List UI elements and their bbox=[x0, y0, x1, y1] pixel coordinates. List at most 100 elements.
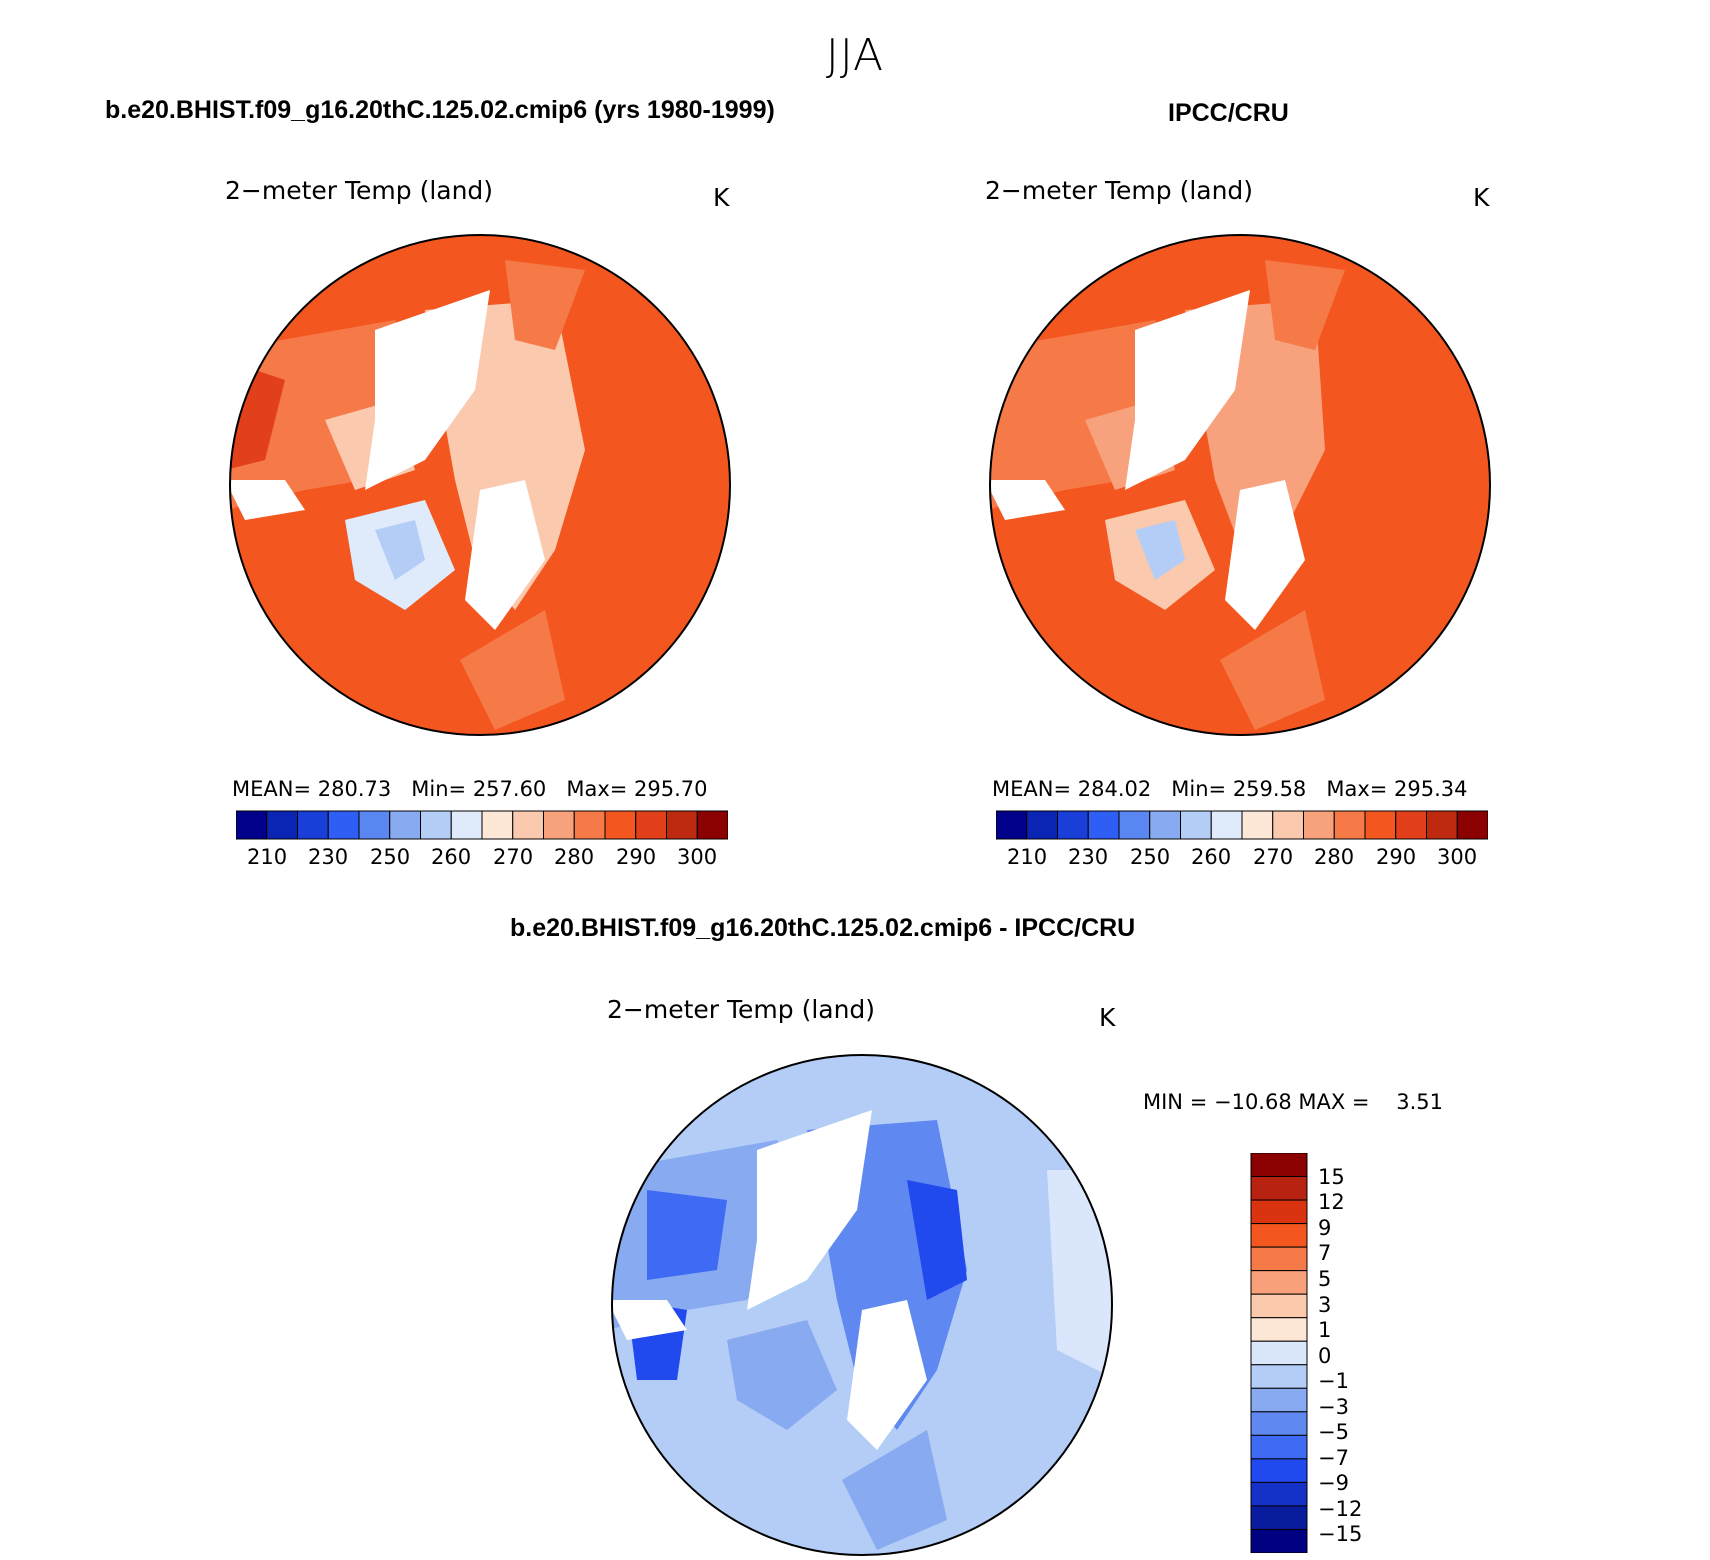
panel3-land-greenland bbox=[727, 1320, 837, 1430]
panel1-colorbar-swatch bbox=[266, 810, 298, 840]
panel2-colorbar-swatch bbox=[1395, 810, 1427, 840]
panel3-map-boundary bbox=[611, 1054, 1113, 1556]
panel3-ocean-barents bbox=[847, 1300, 927, 1450]
panel3-colorbar-swatch bbox=[1250, 1246, 1308, 1272]
panel3-tick: −7 bbox=[1318, 1446, 1349, 1470]
panel3-colorbar bbox=[1250, 1153, 1308, 1553]
panel3-tick: 9 bbox=[1318, 1216, 1332, 1240]
panel2-units: K bbox=[1473, 183, 1490, 212]
panel3-land-scandinavia bbox=[842, 1430, 947, 1550]
panel1-stats: MEAN= 280.73 Min= 257.60 Max= 295.70 bbox=[232, 777, 708, 801]
panel3-tick: 7 bbox=[1318, 1241, 1332, 1265]
panel3-colorbar-swatch bbox=[1250, 1270, 1308, 1295]
panel3-land-europe-warm bbox=[1047, 1170, 1112, 1380]
panel1-colorbar-swatch bbox=[543, 810, 575, 840]
panel2-colorbar-swatch bbox=[1087, 810, 1120, 840]
panel3-map bbox=[611, 1054, 1113, 1556]
panel1-colorbar-swatch bbox=[236, 810, 268, 840]
panel2-colorbar-swatch bbox=[1364, 810, 1397, 840]
panel3-colorbar-swatch bbox=[1250, 1481, 1308, 1507]
panel2-stats: MEAN= 284.02 Min= 259.58 Max= 295.34 bbox=[992, 777, 1468, 801]
panel1-tick: 270 bbox=[493, 845, 534, 869]
panel3-colorbar-swatch bbox=[1250, 1364, 1308, 1389]
panel3-tick: −3 bbox=[1318, 1395, 1349, 1419]
panel1-title: 2−meter Temp (land) bbox=[225, 176, 494, 205]
panel1-tick: 260 bbox=[431, 845, 472, 869]
panel3-colorbar-swatch bbox=[1250, 1293, 1308, 1319]
panel2-ocean-arctic bbox=[1125, 290, 1250, 490]
panel2-colorbar-swatch bbox=[1303, 810, 1335, 840]
panel3-tick: 1 bbox=[1318, 1318, 1332, 1342]
panel1-colorbar-swatch bbox=[481, 810, 514, 840]
panel2-colorbar-ticks: 210 230 250 260 270 280 290 300 bbox=[996, 845, 1488, 871]
panel1-tick: 300 bbox=[677, 845, 718, 869]
panel1-map bbox=[229, 234, 731, 736]
panel2-colorbar-swatch bbox=[1456, 810, 1488, 840]
panel2-tick: 230 bbox=[1068, 845, 1109, 869]
diff-case-title: b.e20.BHIST.f09_g16.20thC.125.02.cmip6 -… bbox=[510, 914, 1136, 942]
panel1-colorbar-swatch bbox=[696, 810, 728, 840]
panel1-colorbar-swatch bbox=[327, 810, 360, 840]
panel2-colorbar-swatch bbox=[1210, 810, 1243, 840]
panel3-units: K bbox=[1099, 1003, 1116, 1032]
panel2-colorbar-swatch bbox=[1026, 810, 1058, 840]
panel3-title: 2−meter Temp (land) bbox=[607, 995, 876, 1024]
panel3-colorbar-swatch bbox=[1250, 1505, 1308, 1530]
panel1-colorbar-swatch bbox=[635, 810, 667, 840]
panel2-map-boundary bbox=[989, 234, 1491, 736]
panel3-tick: 12 bbox=[1318, 1190, 1345, 1214]
panel3-colorbar-swatch bbox=[1250, 1153, 1308, 1178]
panel2-colorbar-swatch bbox=[1149, 810, 1181, 840]
panel3-tick: −5 bbox=[1318, 1420, 1349, 1444]
panel2-colorbar-swatch bbox=[1272, 810, 1304, 840]
panel1-tick: 280 bbox=[554, 845, 595, 869]
panel1-colorbar-swatch bbox=[297, 810, 329, 840]
panel2-land-chukotka bbox=[1265, 260, 1345, 350]
panel3-colorbar-swatch bbox=[1250, 1199, 1308, 1225]
panel3-ocean-arctic bbox=[747, 1110, 872, 1310]
figure-suptitle: JJA bbox=[825, 30, 885, 81]
panel3-tick: 3 bbox=[1318, 1293, 1332, 1317]
panel1-tick: 290 bbox=[616, 845, 657, 869]
panel1-colorbar-ticks: 210 230 250 260 270 280 290 300 bbox=[236, 845, 728, 871]
panel3-colorbar-swatch bbox=[1250, 1387, 1308, 1413]
panel2-tick: 300 bbox=[1437, 845, 1478, 869]
panel1-land-scandinavia bbox=[460, 610, 565, 730]
panel1-ocean-hudson bbox=[230, 480, 305, 520]
obs-case-title: IPCC/CRU bbox=[1168, 99, 1289, 127]
panel1-colorbar bbox=[236, 810, 728, 840]
panel1-colorbar-swatch bbox=[420, 810, 452, 840]
panel2-tick: 280 bbox=[1314, 845, 1355, 869]
panel1-tick: 210 bbox=[247, 845, 288, 869]
panel1-colorbar-swatch bbox=[512, 810, 544, 840]
panel1-land-chukotka bbox=[505, 260, 585, 350]
panel2-tick: 290 bbox=[1376, 845, 1417, 869]
panel3-tick: 0 bbox=[1318, 1344, 1332, 1368]
panel1-colorbar-swatch bbox=[666, 810, 698, 840]
panel3-colorbar-swatch bbox=[1250, 1411, 1308, 1436]
panel2-colorbar-swatch bbox=[1180, 810, 1212, 840]
panel3-colorbar-ticks: 15 12 9 7 5 3 1 0 −1 −3 −5 −7 −9 −12 −15 bbox=[1318, 1153, 1408, 1553]
panel2-colorbar-swatch bbox=[1057, 810, 1089, 840]
panel3-tick: 15 bbox=[1318, 1165, 1345, 1189]
panel3-colorbar-swatch bbox=[1250, 1223, 1308, 1248]
panel1-map-boundary bbox=[229, 234, 731, 736]
panel3-tick: 5 bbox=[1318, 1267, 1332, 1291]
panel2-tick: 210 bbox=[1007, 845, 1048, 869]
panel3-ocean-hudson bbox=[612, 1300, 687, 1340]
panel3-stats: MIN = −10.68 MAX = 3.51 bbox=[1143, 1090, 1444, 1114]
panel2-colorbar-swatch bbox=[1426, 810, 1458, 840]
panel1-units: K bbox=[713, 183, 730, 212]
panel2-ocean-hudson bbox=[990, 480, 1065, 520]
panel2-colorbar-swatch bbox=[996, 810, 1028, 840]
model-case-title: b.e20.BHIST.f09_g16.20thC.125.02.cmip6 (… bbox=[105, 96, 775, 124]
panel3-land-cold-canada bbox=[647, 1190, 727, 1280]
panel3-colorbar-swatch bbox=[1250, 1340, 1308, 1366]
panel1-colorbar-swatch bbox=[450, 810, 483, 840]
panel2-map bbox=[989, 234, 1491, 736]
panel1-land-greenland-core bbox=[375, 520, 425, 580]
panel2-tick: 260 bbox=[1191, 845, 1232, 869]
panel3-tick: −9 bbox=[1318, 1471, 1349, 1495]
panel3-colorbar-swatch bbox=[1250, 1434, 1308, 1460]
panel1-colorbar-swatch bbox=[573, 810, 606, 840]
